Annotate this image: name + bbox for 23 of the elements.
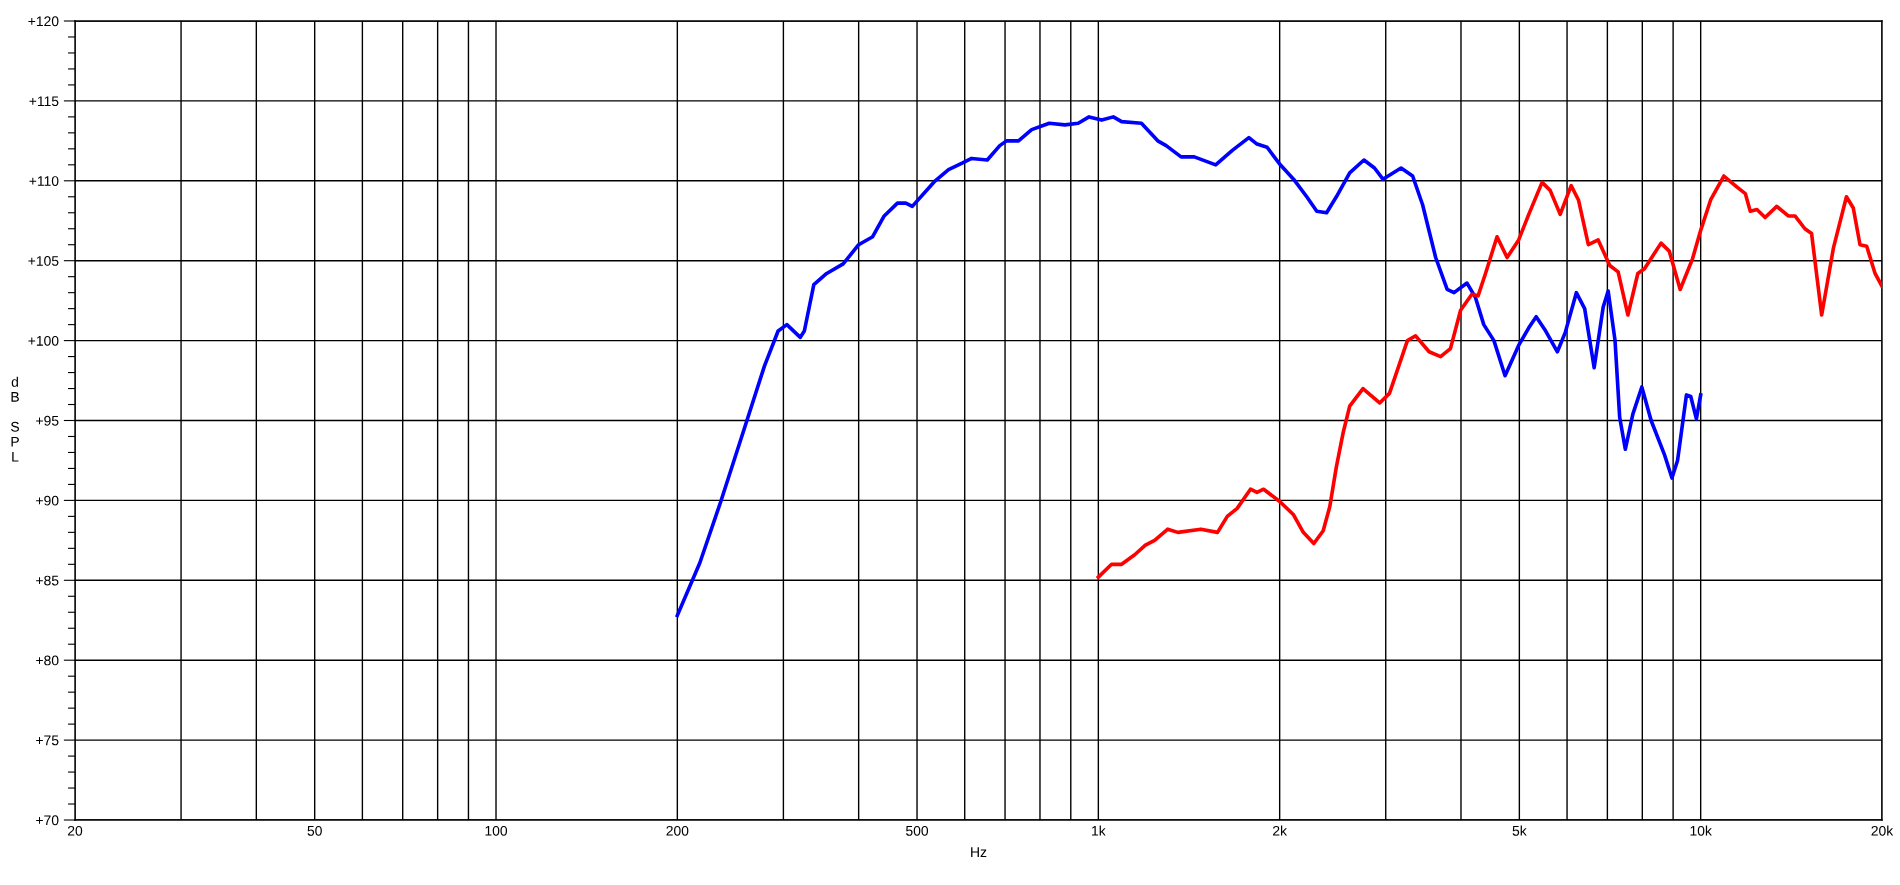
y-tick-label: +100: [28, 335, 59, 346]
x-tick-label: 200: [666, 825, 689, 836]
x-tick-label: 500: [906, 825, 929, 836]
y-tick-label: +75: [36, 735, 59, 746]
y-tick-label: +120: [28, 16, 59, 27]
x-tick-label: 50: [307, 825, 322, 836]
y-tick-label: +110: [29, 176, 59, 186]
y-tick-label: +105: [28, 256, 59, 266]
x-tick-label: 1k: [1092, 825, 1106, 836]
x-tick-label: 10k: [1690, 825, 1712, 836]
text: dB SPL: [11, 376, 19, 462]
x-tick-label: 20: [67, 825, 83, 836]
y-tick-label: +115: [29, 96, 59, 107]
y-tick-label: +85: [36, 575, 59, 586]
x-tick-label: 20k: [1871, 825, 1894, 836]
y-tick-label: +95: [36, 415, 59, 426]
x-tick-label: 2k: [1273, 825, 1288, 836]
x-tick-label: 100: [485, 825, 508, 836]
y-tick-label: +90: [36, 495, 59, 506]
y-tick-label: +70: [36, 815, 59, 826]
x-tick-label: 5k: [1512, 825, 1527, 836]
x-axis-title: Hz: [971, 847, 987, 857]
y-tick-label: +80: [36, 655, 59, 666]
